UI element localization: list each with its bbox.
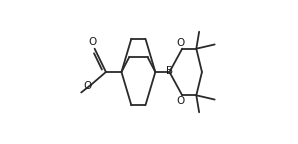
Text: O: O	[83, 81, 92, 91]
Text: O: O	[177, 38, 185, 48]
Text: B: B	[166, 66, 173, 76]
Text: O: O	[89, 37, 97, 47]
Text: O: O	[177, 96, 185, 106]
